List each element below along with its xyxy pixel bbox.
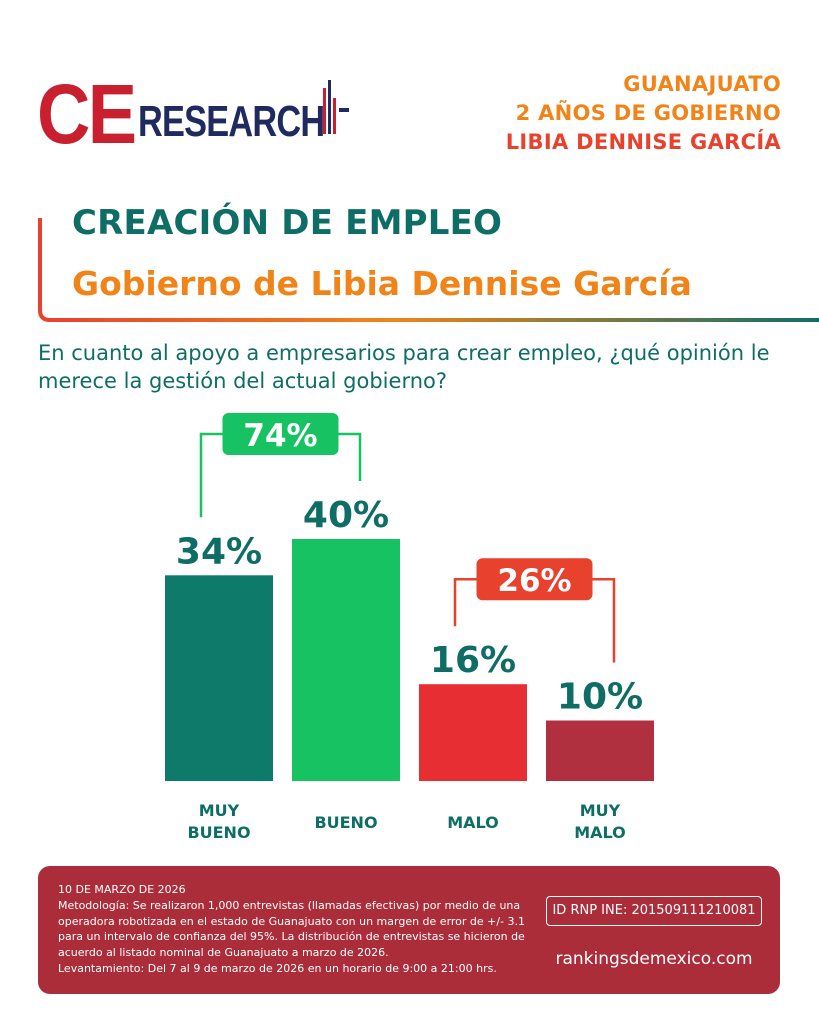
logo-research-text: RESEARCH (137, 97, 325, 146)
bar-chart: 34% MUY BUENO 40% BUENO 16% MALO 10% MUY MALO 74% 2… (165, 413, 654, 842)
methodology-block: 10 DE MARZO DE 2026 Metodología: Se real… (58, 882, 528, 977)
value-label-3: 10% (557, 677, 643, 718)
survey-date: 10 DE MARZO DE 2026 (58, 883, 186, 896)
rnp-id-badge: ID RNP INE: 201509111210081 (546, 896, 762, 926)
bar-1 (292, 539, 400, 781)
category-label-0-1: BUENO (187, 823, 250, 842)
fieldwork-text: Levantamiento: Del 7 al 9 de marzo de 20… (58, 961, 497, 975)
category-label-2-0: MALO (447, 813, 499, 832)
page-subtitle: Gobierno de Libia Dennise García (72, 264, 692, 303)
category-label-3-0: MUY (580, 801, 621, 820)
bar-2 (419, 684, 527, 781)
title-frame (38, 218, 819, 322)
header-block: GUANAJUATO 2 AÑOS DE GOBIERNO LIBIA DENN… (506, 70, 781, 157)
ce-research-logo: CE RESEARCH (37, 67, 377, 161)
bar-0 (165, 575, 273, 781)
page-title: CREACIÓN DE EMPLEO (72, 203, 503, 243)
value-label-0: 34% (176, 531, 262, 572)
value-label-2: 16% (430, 640, 516, 681)
methodology-text: Metodología: Se realizaron 1,000 entrevi… (58, 898, 526, 960)
header-period: 2 AÑOS DE GOBIERNO (515, 101, 781, 125)
group-badge-1 (476, 558, 593, 601)
group-label-0: 74% (243, 418, 317, 454)
category-label-3-1: MALO (574, 823, 626, 842)
category-label-1-0: BUENO (314, 813, 377, 832)
group-label-1: 26% (497, 563, 571, 599)
website-link[interactable]: rankingsdemexico.com (555, 949, 753, 969)
survey-question: En cuanto al apoyo a empresarios para cr… (38, 341, 770, 393)
logo-ce-text: CE (37, 67, 137, 161)
group-badge-0 (222, 413, 339, 455)
category-label-0-0: MUY (199, 801, 240, 820)
bar-3 (546, 720, 654, 781)
group-bracket-0 (199, 432, 362, 518)
group-bracket-1 (453, 577, 616, 663)
header-governor: LIBIA DENNISE GARCÍA (505, 130, 781, 154)
logo-bars-icon (323, 80, 349, 134)
header-state: GUANAJUATO (623, 72, 781, 96)
footer-panel: 10 DE MARZO DE 2026 Metodología: Se real… (38, 866, 780, 994)
value-label-1: 40% (303, 495, 389, 536)
